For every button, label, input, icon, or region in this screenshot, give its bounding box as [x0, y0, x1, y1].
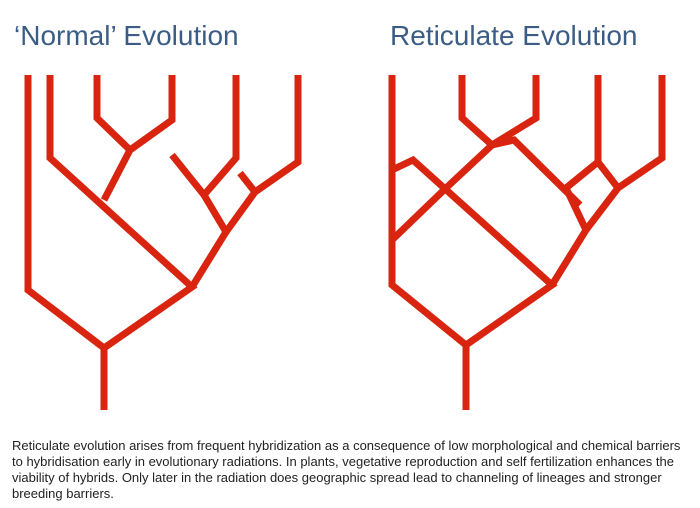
reticulate-tree	[388, 75, 666, 410]
branch	[390, 155, 558, 348]
branch	[24, 75, 108, 410]
branch	[549, 75, 621, 287]
branch	[46, 75, 198, 351]
caption: Reticulate evolution arises from frequen…	[12, 438, 681, 501]
branch	[583, 75, 666, 233]
left-title: ‘Normal’ Evolution	[14, 20, 239, 51]
normal-tree	[24, 75, 302, 410]
branch	[389, 75, 540, 243]
branch	[223, 75, 302, 235]
branch	[388, 75, 470, 410]
branch	[491, 136, 583, 208]
branch	[169, 75, 240, 289]
right-title: Reticulate Evolution	[390, 20, 638, 51]
branch	[93, 75, 176, 202]
trees	[24, 75, 666, 410]
